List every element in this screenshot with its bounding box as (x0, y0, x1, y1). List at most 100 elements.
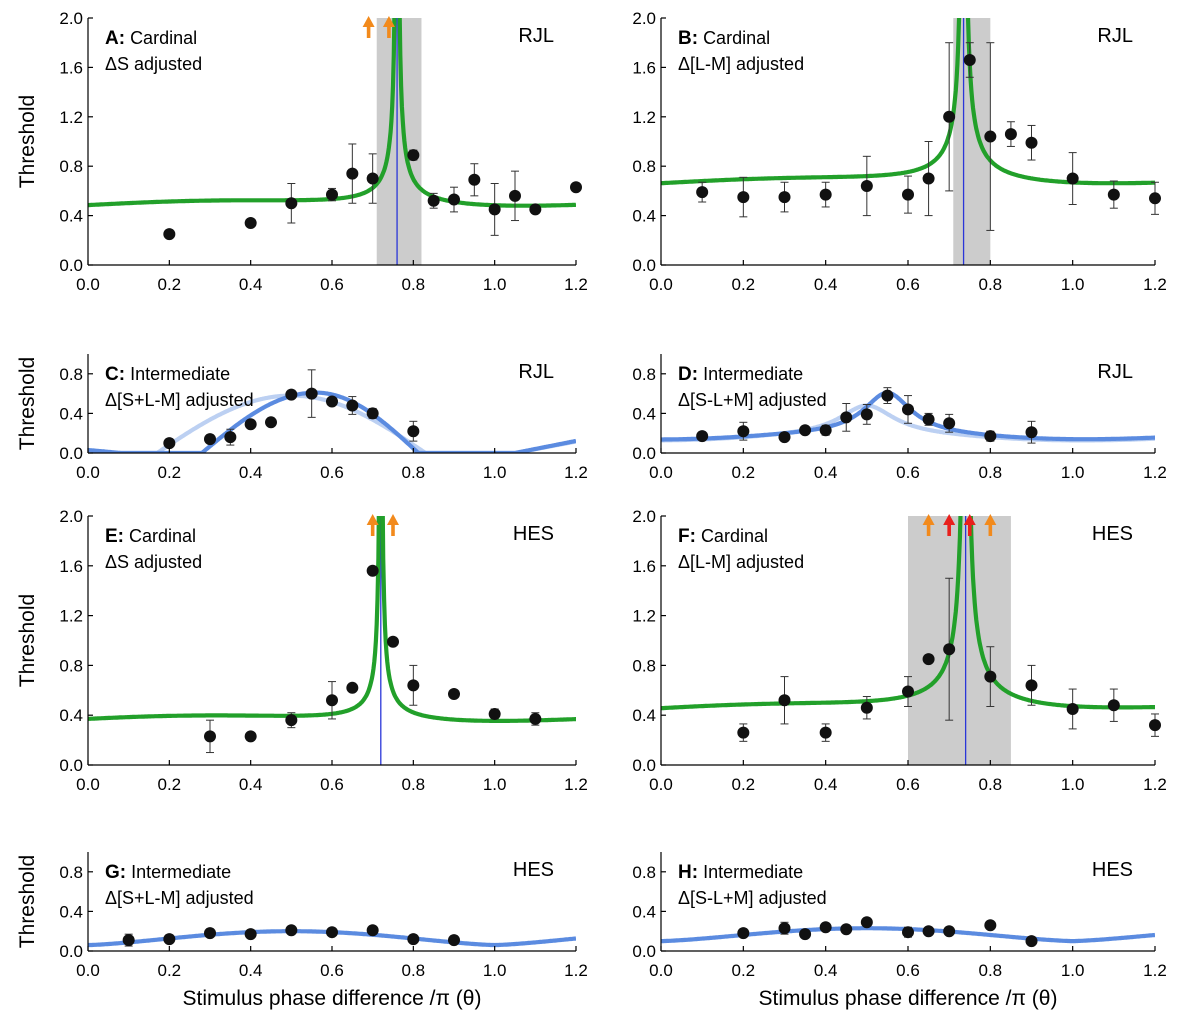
point-marker (1107, 699, 1120, 712)
point-marker (963, 53, 976, 66)
point-marker (984, 670, 997, 683)
y-tick-label: 2.0 (59, 507, 83, 526)
x-tick-label: 0.8 (402, 961, 426, 980)
y-tick-label: 1.6 (59, 557, 83, 576)
x-tick-label: 1.2 (1143, 275, 1167, 294)
data-point (346, 681, 359, 694)
x-tick-label: 0.2 (732, 775, 756, 794)
data-point (224, 428, 237, 446)
data-point (819, 181, 832, 208)
x-tick-label: 1.2 (564, 775, 588, 794)
panel-type: Intermediate (131, 862, 231, 882)
x-tick-label: 0.8 (402, 463, 426, 482)
data-point (902, 926, 914, 939)
panel-type: Intermediate (703, 862, 803, 882)
data-point (163, 933, 176, 946)
data-point (468, 163, 481, 197)
model-curve (661, 516, 963, 711)
data-point (427, 192, 440, 209)
point-marker (737, 425, 750, 438)
point-marker (819, 424, 832, 437)
data-point (326, 395, 338, 408)
point-marker (488, 203, 501, 216)
x-axis-title: Stimulus phase difference /π (θ) (759, 987, 1058, 1010)
y-tick-label: 1.2 (59, 607, 83, 626)
point-marker (407, 425, 420, 438)
data-point (1107, 688, 1120, 722)
x-tick-label: 1.2 (1143, 775, 1167, 794)
panel-d: 0.0 0.4 0.8 0.0 0.2 0.4 0.6 0.8 1.0 1.2 D: Intermed… (632, 354, 1167, 482)
panel-title: A: Cardinal (105, 28, 197, 49)
data-point (509, 170, 521, 222)
y-tick-label: 0.0 (632, 756, 656, 775)
point-marker (984, 130, 997, 143)
point-marker (407, 149, 420, 162)
point-marker (285, 924, 298, 937)
point-marker (1149, 719, 1161, 732)
y-tick-label: 0.4 (632, 902, 656, 921)
x-tick-label: 0.6 (320, 775, 344, 794)
data-point (778, 431, 791, 444)
x-tick-label: 1.2 (564, 463, 588, 482)
x-tick-label: 0.6 (896, 275, 920, 294)
data-point (122, 933, 135, 947)
y-tick-label: 0.0 (59, 942, 83, 961)
data-point (943, 42, 956, 192)
y-tick-label: 0.8 (632, 656, 656, 675)
point-marker (778, 191, 791, 204)
panel-letter: D: (678, 364, 698, 385)
panel-title: C: Intermediate (105, 364, 230, 385)
panel-letter: C: (105, 364, 125, 385)
point-marker (840, 411, 853, 424)
data-point (778, 181, 791, 213)
data-point (448, 186, 460, 213)
data-point (778, 676, 791, 725)
x-tick-label: 0.8 (979, 775, 1003, 794)
data-point (265, 416, 277, 429)
y-tick-label: 0.8 (632, 863, 656, 882)
model-curve (661, 18, 962, 186)
point-marker (285, 714, 298, 727)
point-marker (244, 928, 257, 941)
point-marker (366, 172, 379, 185)
x-tick-label: 0.6 (896, 775, 920, 794)
data-point (204, 927, 216, 940)
data-point (922, 412, 935, 426)
panel-type: Cardinal (701, 526, 768, 546)
x-tick-label: 0.6 (320, 961, 344, 980)
x-tick-label: 0.8 (979, 961, 1003, 980)
data-point (244, 928, 257, 941)
data-point (1149, 713, 1161, 737)
x-tick-label: 0.4 (239, 463, 263, 482)
point-marker (799, 928, 812, 941)
data-point (285, 388, 298, 401)
x-tick-label: 0.2 (158, 775, 182, 794)
x-tick-label: 1.2 (564, 275, 588, 294)
data-point (488, 182, 501, 236)
y-tick-label: 1.6 (632, 557, 656, 576)
data-point (326, 681, 338, 720)
point-marker (799, 424, 812, 437)
point-marker (819, 726, 832, 739)
data-point (819, 723, 832, 742)
point-marker (448, 934, 460, 947)
point-marker (943, 643, 956, 656)
y-tick-label: 0.8 (632, 365, 656, 384)
point-marker (1025, 136, 1038, 149)
data-point (737, 176, 750, 218)
x-tick-label: 0.0 (76, 775, 100, 794)
data-point (943, 577, 956, 721)
data-point (407, 149, 420, 162)
point-marker (326, 694, 338, 707)
point-marker (244, 418, 257, 431)
y-tick-label: 0.4 (59, 706, 83, 725)
data-point (285, 182, 298, 224)
panel-subtitle: Δ[S+L-M] adjusted (105, 888, 254, 908)
y-tick-label: 0.8 (59, 365, 83, 384)
panel-title: E: Cardinal (105, 526, 196, 547)
point-marker (468, 173, 481, 186)
panel-letter: B: (678, 28, 698, 49)
panel-title: D: Intermediate (678, 364, 803, 385)
panel-letter: A: (105, 28, 125, 49)
point-marker (737, 726, 750, 739)
